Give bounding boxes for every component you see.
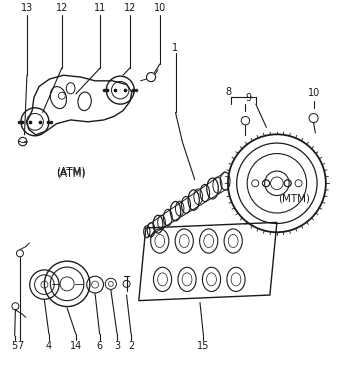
Text: 11: 11: [94, 3, 106, 13]
Text: 2: 2: [128, 341, 134, 352]
Text: 12: 12: [124, 3, 136, 13]
Text: 12: 12: [56, 3, 68, 13]
Text: 5: 5: [12, 341, 18, 352]
Text: 14: 14: [70, 341, 82, 352]
Text: 7: 7: [17, 341, 23, 352]
Text: 9: 9: [246, 93, 252, 102]
Text: 15: 15: [197, 341, 210, 352]
Text: 1: 1: [172, 43, 179, 53]
Text: 10: 10: [154, 3, 166, 13]
Text: 3: 3: [114, 341, 120, 352]
Text: (ATM): (ATM): [56, 166, 85, 177]
Text: 13: 13: [21, 3, 33, 13]
Text: 6: 6: [97, 341, 103, 352]
Text: 4: 4: [46, 341, 52, 352]
Text: 8: 8: [225, 87, 231, 97]
Text: (ATM): (ATM): [56, 169, 85, 179]
Text: 10: 10: [307, 88, 320, 98]
Text: (MTM): (MTM): [278, 193, 310, 203]
